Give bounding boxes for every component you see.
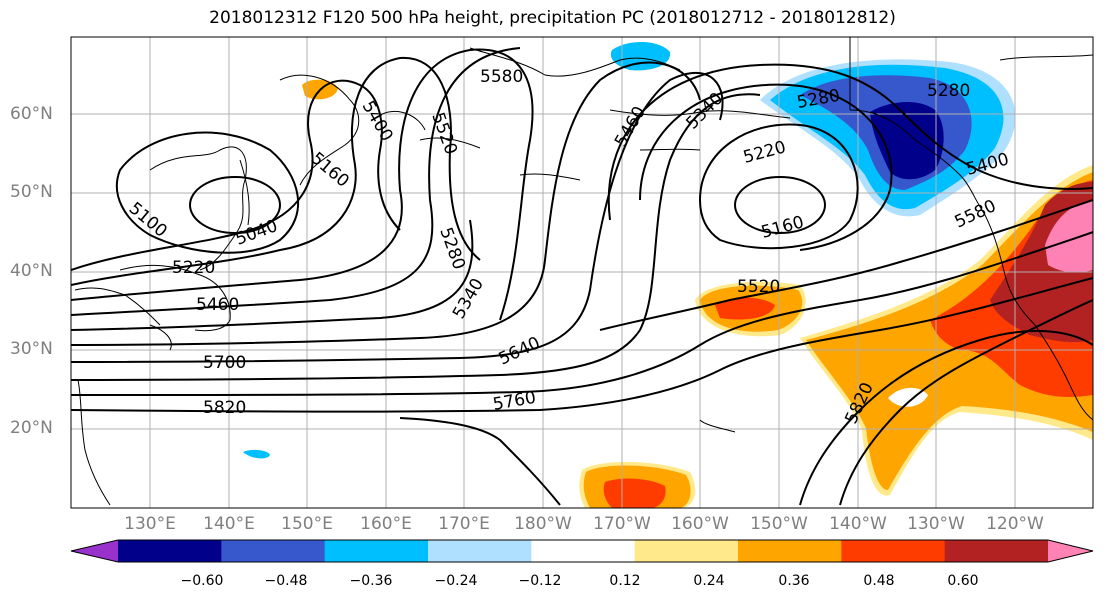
lat-label: 50°N	[10, 182, 53, 202]
lon-label: 140°W	[829, 514, 887, 534]
lon-label: 170°E	[438, 514, 490, 534]
pos-anomaly-central-red	[715, 297, 775, 320]
lon-label: 120°W	[986, 514, 1044, 534]
contour-label: 5700	[203, 353, 246, 373]
map-title: 2018012312 F120 500 hPa height, precipit…	[209, 8, 896, 28]
colorbar-segment	[634, 540, 739, 562]
lon-label: 140°E	[203, 514, 255, 534]
lon-label: 150°E	[281, 514, 333, 534]
colorbar-tick-label: 0.60	[947, 573, 979, 589]
lon-label: 150°W	[750, 514, 808, 534]
colorbar-tick-label: −0.36	[349, 573, 393, 589]
lat-label: 40°N	[10, 261, 53, 281]
colorbar-segment	[841, 540, 946, 562]
lat-label: 20°N	[10, 418, 53, 438]
contour-label: 5820	[203, 398, 246, 418]
colorbar-tick-label: −0.12	[518, 573, 562, 589]
neg-anomaly-alaska-core	[870, 101, 944, 180]
lon-label: 130°E	[124, 514, 176, 534]
colorbar-tick-label: 0.24	[693, 573, 725, 589]
lon-label: 130°W	[907, 514, 965, 534]
colorbar-segment	[221, 540, 326, 562]
colorbar-segment	[944, 540, 1049, 562]
lon-label: 160°E	[360, 514, 412, 534]
colorbar-tick-label: 0.36	[778, 573, 810, 589]
colorbar-tick-label: −0.48	[264, 573, 308, 589]
contour-label: 5580	[480, 67, 523, 87]
colorbar-tick-label: 0.48	[863, 573, 895, 589]
colorbar-segment	[324, 540, 429, 562]
map-frame	[70, 36, 1094, 509]
colorbar-segment	[531, 540, 636, 562]
colorbar-tick-label: −0.24	[434, 573, 478, 589]
lon-label: 180°W	[514, 514, 572, 534]
neg-anomaly-small	[243, 449, 270, 459]
colorbar-segment	[428, 540, 532, 562]
precip-fields	[243, 41, 1093, 508]
pos-anomaly-south-red	[603, 478, 666, 508]
colorbar-tick-label: −0.60	[180, 573, 224, 589]
colorbar-segment	[118, 540, 222, 562]
contour-label: 5520	[737, 277, 780, 297]
colorbar-outline	[70, 539, 1094, 563]
pos-anomaly-westcoast-pink	[1045, 200, 1093, 273]
lon-label: 160°W	[671, 514, 729, 534]
lat-label: 60°N	[10, 104, 53, 124]
lon-label: 170°W	[593, 514, 651, 534]
height-contours	[71, 47, 1093, 506]
pos-anomaly-hole	[888, 387, 928, 407]
colorbar-arrow-low	[71, 540, 118, 562]
contour-label: 5280	[927, 81, 970, 101]
contour-label: 5460	[196, 295, 239, 315]
colorbar-arrow-high	[1048, 540, 1093, 562]
colorbar-tick-label: 0.12	[609, 573, 641, 589]
contour-label: 5220	[172, 258, 215, 278]
lat-label: 30°N	[10, 339, 53, 359]
coastlines	[74, 37, 1093, 506]
colorbar	[70, 539, 1094, 563]
colorbar-segment	[738, 540, 842, 562]
